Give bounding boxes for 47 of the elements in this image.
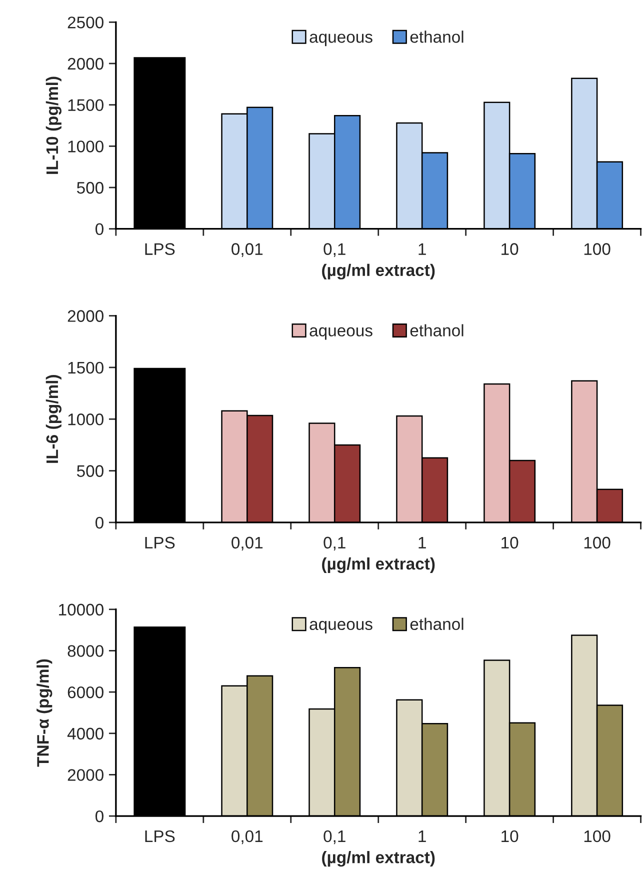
y-axis-title: TNF-α (pg/ml)	[36, 659, 52, 767]
y-tick-label: 10000	[59, 604, 104, 616]
x-tick-label: 10	[502, 243, 518, 255]
x-tick-label: LPS	[145, 830, 175, 842]
y-tick-label: 2000	[68, 769, 104, 781]
x-tick-label: 100	[584, 243, 610, 255]
legend-label: aqueous	[310, 620, 372, 634]
y-tick-label: 1500	[68, 362, 104, 374]
y-tick-label: 6000	[68, 686, 104, 698]
legend-label: ethanol	[410, 618, 464, 630]
y-tick-label: 0	[95, 516, 104, 529]
x-tick-label: LPS	[145, 536, 175, 549]
x-axis-title: (µg/ml extract)	[322, 264, 435, 280]
y-tick-label: 2000	[68, 58, 104, 70]
y-tick-label: 2500	[68, 16, 104, 28]
legend-label: aqueous	[310, 34, 372, 46]
y-tick-label: 8000	[68, 645, 104, 657]
x-tick-label: LPS	[145, 243, 175, 255]
y-tick-label: 500	[76, 182, 104, 194]
x-tick-label: 1	[418, 536, 426, 548]
y-tick-label: 0	[95, 810, 104, 822]
x-tick-label: 0,1	[324, 536, 346, 551]
x-axis-title: (µg/ml extract)	[322, 557, 435, 574]
x-tick-label: 10	[502, 830, 518, 842]
x-tick-label: 1	[418, 243, 426, 255]
x-tick-label: 0,1	[324, 243, 346, 257]
y-axis-title: IL-6 (pg/ml)	[46, 375, 62, 463]
y-axis-title: IL-10 (pg/ml)	[46, 76, 62, 174]
y-tick-label: 4000	[67, 728, 104, 740]
y-tick-label: 1500	[68, 99, 104, 112]
y-tick-label: 500	[76, 465, 104, 477]
y-tick-label: 2000	[68, 310, 104, 322]
x-tick-label: 100	[584, 536, 610, 549]
y-tick-label: 1000	[68, 414, 104, 426]
legend-label: aqueous	[310, 327, 372, 340]
legend-label: ethanol	[410, 324, 464, 336]
x-tick-label: 0,01	[232, 830, 263, 844]
x-tick-label: 0,01	[232, 243, 263, 257]
x-tick-label: 1	[418, 830, 426, 842]
x-tick-label: 0,01	[232, 536, 263, 551]
y-tick-label: 0	[95, 223, 104, 236]
legend-label: ethanol	[410, 30, 464, 43]
x-tick-label: 0,1	[324, 830, 346, 844]
x-tick-label: 100	[584, 830, 610, 842]
x-tick-label: 10	[502, 536, 518, 549]
y-tick-label: 1000	[68, 140, 104, 152]
x-axis-title: (µg/ml extract)	[322, 851, 435, 867]
